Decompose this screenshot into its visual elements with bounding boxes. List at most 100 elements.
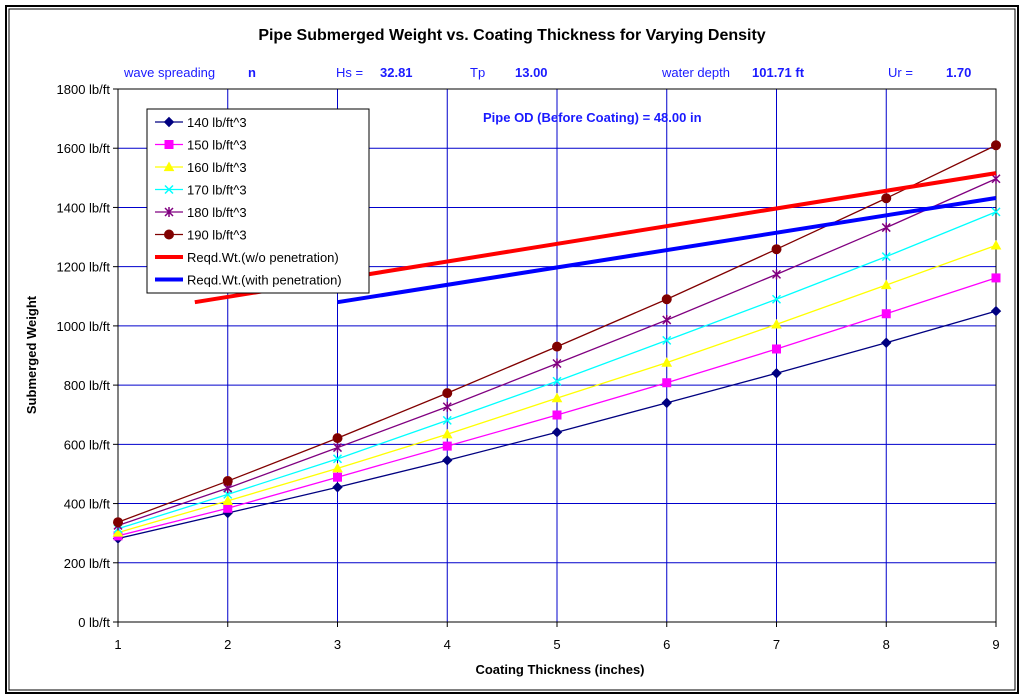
data-point [661,397,672,409]
legend-entry: 150 lb/ft^3 [187,138,247,153]
x-tick-label: 8 [883,637,890,652]
water-depth-value: 101.71 ft [752,65,805,80]
x-tick-label: 1 [114,637,121,652]
chart-title: Pipe Submerged Weight vs. Coating Thickn… [258,27,765,44]
y-tick-label: 1800 lb/ft [57,82,111,97]
legend-marker [164,184,174,195]
legend-entry: Reqd.Wt.(with penetration) [187,273,342,288]
axes: 1 2 3 4 5 6 7 8 9 0 lb/ft 200 lb/ft 400 lb/ft 600 lb… [57,82,1000,652]
data-point [771,368,782,379]
data-point [551,426,563,438]
legend: 140 lb/ft^3 150 lb/ft^3 160 lb/ft^3 170 lb/… [146,108,370,294]
ur-value: 1.70 [946,65,971,80]
x-tick-label: 9 [992,637,999,652]
data-point [332,482,343,493]
wave-spreading-label: wave spreading [123,65,215,80]
hs-value: 32.81 [380,65,413,80]
data-point [552,341,562,352]
data-point [441,428,453,439]
data-point [881,252,891,262]
series-line [337,195,997,305]
data-point [442,415,452,425]
x-tick-label: 4 [444,637,451,652]
data-point [881,222,891,233]
legend-entry: 170 lb/ft^3 [187,183,247,198]
data-point [771,244,782,255]
data-point [222,495,234,505]
data-point [332,462,343,473]
chart-inner-frame [8,8,1016,691]
y-tick-label: 1000 lb/ft [57,319,111,334]
data-point [881,337,892,348]
data-point [551,392,563,403]
legend-entry: 140 lb/ft^3 [187,115,247,130]
tp-label: Tp [470,65,485,80]
data-point [771,269,782,280]
data-point [662,335,672,345]
data-point [771,318,782,329]
data-point [333,472,342,482]
data-point [223,503,233,513]
pipe-od-annotation: Pipe OD (Before Coating) = 48.00 in [483,110,702,125]
data-point [991,140,1001,151]
legend-entry: Reqd.Wt.(w/o penetration) [187,250,339,265]
data-point [552,410,562,420]
data-point [222,476,233,487]
data-point [332,442,343,453]
y-axis-label: Submerged Weight [24,295,39,414]
y-tick-label: 1600 lb/ft [57,141,111,156]
data-point [552,376,562,386]
x-tick-label: 6 [663,637,670,652]
chart-frame [5,5,1019,694]
data-point [771,294,782,304]
y-tick-label: 1400 lb/ft [57,200,111,215]
data-point [332,454,343,464]
ur-label: Ur = [888,65,913,80]
data-point [112,527,124,537]
legend-entry: 180 lb/ft^3 [187,205,247,220]
plot-border [117,88,997,623]
x-tick-label: 2 [224,637,231,652]
legend-marker [164,207,174,217]
hs-label: Hs = [336,65,363,80]
legend-box [146,108,370,294]
wave-spreading-value: n [248,65,256,80]
y-tick-label: 600 lb/ft [64,437,111,452]
data-point [990,305,1002,317]
data-point [991,273,1001,283]
data-point [772,344,781,354]
data-point [991,173,1001,184]
x-tick-label: 5 [553,637,560,652]
data-point [442,455,453,466]
legend-entry: 190 lb/ft^3 [187,228,247,243]
data-point [662,314,672,325]
data-point [662,378,672,388]
legend-marker [164,140,174,149]
data-point [661,294,672,305]
tp-value: 13.00 [515,65,548,80]
data-point [661,357,673,367]
data-point [332,433,343,444]
legend-marker [163,116,175,128]
data-point [990,239,1002,250]
y-tick-label: 0 lb/ft [78,615,110,630]
x-tick-label: 7 [773,637,780,652]
water-depth-label: water depth [661,65,730,80]
x-axis-label: Coating Thickness (inches) [475,662,644,677]
legend-entry: 160 lb/ft^3 [187,160,247,175]
data-point [881,309,891,319]
data-point [552,358,562,369]
y-tick-label: 1200 lb/ft [57,260,111,275]
data-point [442,441,452,451]
y-tick-label: 800 lb/ft [64,378,111,393]
data-point [442,401,452,412]
y-tick-label: 200 lb/ft [64,556,111,571]
legend-marker [164,229,174,240]
legend-marker [163,161,175,172]
y-tick-label: 400 lb/ft [64,497,111,512]
data-point [113,517,123,528]
data-point [881,193,892,204]
data-point [442,388,453,399]
data-point [880,279,892,290]
